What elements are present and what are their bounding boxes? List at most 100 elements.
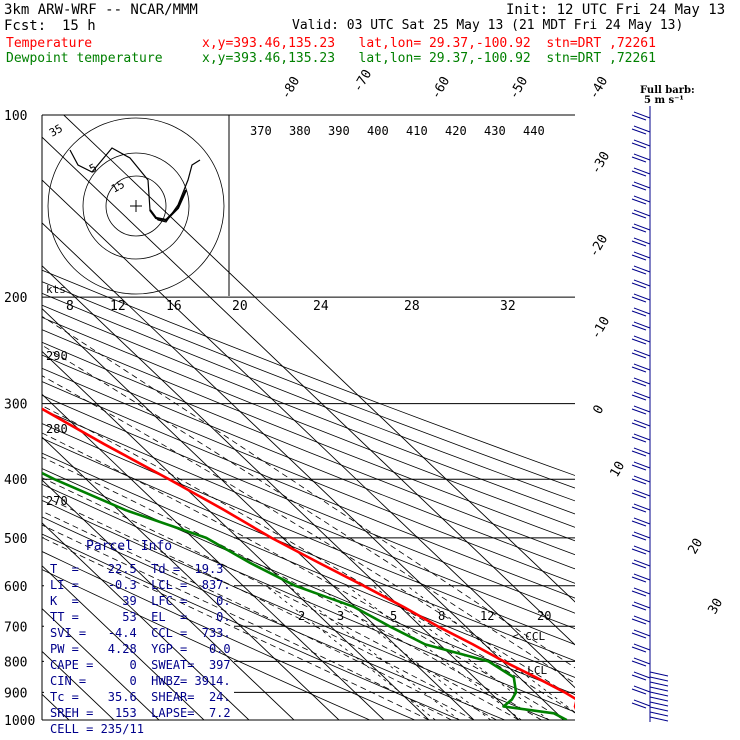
pressure-tick-label: 300 <box>4 398 27 413</box>
moist-adiabat-line <box>42 315 575 669</box>
parcel-row: CAPE = 0 SWEAT= 397 <box>50 658 231 672</box>
header: 3km ARW-WRF -- NCAR/MMM Init: 12 UTC Fri… <box>0 0 740 70</box>
wind-barb <box>631 293 651 303</box>
parcel-row: LI = -0.3 LCL = 837. <box>50 578 231 592</box>
isotherm-tick-label: -50 <box>506 74 531 102</box>
pressure-tick-label: 100 <box>4 109 27 124</box>
dry-adiabat-line <box>42 381 575 599</box>
hodograph-ring <box>82 152 190 260</box>
mixing-ratio-tick-label: 32 <box>500 299 516 314</box>
isentrope-tick-label: 440 <box>523 124 545 138</box>
mixing-ratio-tick-label: 12 <box>480 609 494 623</box>
isotherm-tick-label: -10 <box>588 314 613 342</box>
isotherm-tick-label: -20 <box>586 232 611 260</box>
wind-barb <box>631 657 651 667</box>
pressure-tick-label: 400 <box>4 473 27 488</box>
isotherm-tick-label: -60 <box>428 74 453 102</box>
wind-barb <box>631 405 651 415</box>
init-time: Init: 12 UTC Fri 24 May 13 <box>506 2 726 18</box>
mixing-ratio-tick-label: 12 <box>110 299 126 314</box>
wind-barb <box>631 489 651 499</box>
isotherm-line <box>42 436 340 720</box>
wind-barb <box>649 711 669 717</box>
mixing-ratio-tick-label: 20 <box>232 299 248 314</box>
moist-adiabat-line <box>42 524 452 720</box>
pressure-tick-label: 900 <box>4 686 27 701</box>
dry-adiabat-line <box>42 367 575 584</box>
wind-barb <box>631 559 651 569</box>
isentrope-tick-label: 380 <box>289 124 311 138</box>
isotherm-tick-label: 30 <box>705 596 726 617</box>
mixing-ratio-line <box>265 585 436 720</box>
dry-adiabat-line <box>42 499 550 720</box>
isotherm-tick-label: 10 <box>607 459 628 480</box>
isentrope-tick-label: 430 <box>484 124 506 138</box>
wind-barb <box>631 153 651 163</box>
wind-barb <box>631 587 651 597</box>
mixing-ratio-line <box>406 585 575 713</box>
mixing-ratio-tick-label: 16 <box>166 299 182 314</box>
isotherm-line <box>42 136 575 646</box>
dry-adiabat-line <box>42 292 575 502</box>
dewpoint-line <box>42 471 568 720</box>
mixing-ratio-line <box>288 585 460 720</box>
wind-barb <box>631 111 651 121</box>
wind-barb <box>631 223 651 233</box>
wind-barb <box>631 363 651 373</box>
mixing-ratio-line <box>317 585 491 720</box>
dry-adiabat-line <box>42 516 505 720</box>
wind-barb <box>631 139 651 149</box>
pressure-tick-label: 1000 <box>4 714 35 729</box>
wind-barb <box>631 461 651 471</box>
moist-adiabat-line <box>42 456 542 720</box>
wind-barb <box>631 503 651 513</box>
dry-adiabat-line <box>42 569 370 720</box>
mixing-ratio-tick-label: 28 <box>404 299 420 314</box>
wind-barb <box>631 699 651 709</box>
isentrope-tick-label: 420 <box>445 124 467 138</box>
isotherm-line <box>42 179 575 689</box>
isotherm-tick-label: -70 <box>350 67 375 95</box>
background-grid <box>42 115 575 720</box>
isotherm-line <box>42 607 160 720</box>
hodograph-units-label: kts <box>46 283 66 296</box>
wind-barb <box>631 643 651 653</box>
dry-adiabat-line <box>42 533 460 720</box>
wind-barb <box>649 701 669 707</box>
mixing-ratio-tick-label: 20 <box>537 609 551 623</box>
wind-barb <box>631 251 651 261</box>
hodograph-trace-lower <box>149 189 188 222</box>
isentrope-tick-label: 370 <box>250 124 272 138</box>
moist-adiabat-line <box>42 510 475 720</box>
isotherm-tick-label: -40 <box>586 74 611 102</box>
wind-barb <box>631 125 651 135</box>
dry-adiabat-line <box>42 341 575 556</box>
dry-adiabat-line <box>42 316 575 528</box>
isentrope-tick-label: 270 <box>46 494 68 508</box>
moist-adiabat-line <box>42 375 575 699</box>
temperature-legend-info: x,y=393.46,135.23 lat,lon= 29.37,-100.92… <box>202 36 656 51</box>
wind-barb <box>649 691 669 697</box>
wind-barb <box>631 265 651 275</box>
hodograph-ring-label: 15 <box>109 178 127 196</box>
isentrope-tick-label: 390 <box>328 124 350 138</box>
dry-adiabat-line <box>42 483 575 713</box>
moist-adiabat-line <box>42 405 575 714</box>
wind-barb <box>631 671 651 681</box>
valid-time: Valid: 03 UTC Sat 25 May 13 (21 MDT Fri … <box>292 18 684 33</box>
mixing-ratio-tick-label: 24 <box>313 299 329 314</box>
parcel-row: SREH = 153 LAPSE= 7.2 <box>50 706 231 720</box>
wind-barb <box>649 706 669 712</box>
dry-adiabat-line <box>42 269 575 476</box>
dry-adiabat-line <box>42 452 575 678</box>
wind-barb <box>631 601 651 611</box>
parcel-row: T = 22.5 Td = 19.3 <box>50 562 224 576</box>
temperature-legend-label: Temperature <box>6 36 93 51</box>
dry-adiabat-line <box>42 329 575 542</box>
wind-barb <box>631 615 651 625</box>
parcel-row: PW = 4.28 YGP = 0.0 <box>50 642 231 656</box>
wind-barb <box>649 686 669 692</box>
wind-barb <box>649 716 669 722</box>
moist-adiabat-line <box>42 344 575 684</box>
parcel-info-title: Parcel Info <box>86 539 173 554</box>
